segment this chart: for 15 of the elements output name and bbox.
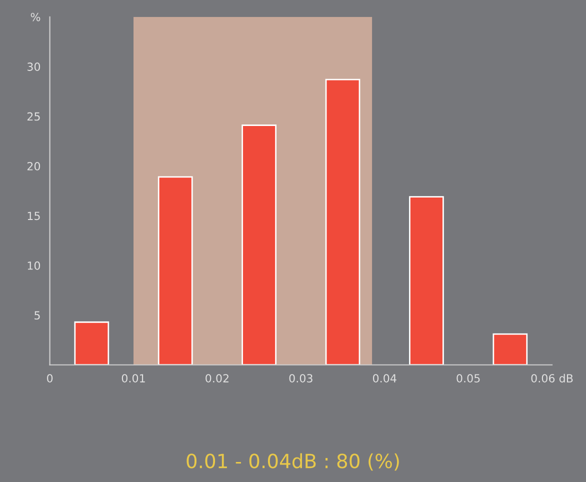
x-tick-label: 0.04 [372,374,396,382]
text: 0.01 - 0.04dB : 80 (%) [186,453,399,471]
x-tick-label: 0.01 [122,374,145,382]
y-tick-label: 10 [28,261,40,270]
x-tick-label: 0.02 [206,374,228,382]
y-tick-label: 30 [27,62,40,71]
x-tick-label: 0 [47,374,53,382]
x-tick-label: 0.06 dB [531,374,573,382]
x-tick-label: 0.03 [289,374,312,382]
y-tick-label: 15 [28,212,40,220]
y-tick-label: 25 [27,112,40,121]
y-tick-label: 5 [34,311,40,320]
y-tick-label: % [30,12,40,22]
x-tick-label: 0.05 [456,374,480,382]
y-tick-label: 20 [27,162,40,170]
